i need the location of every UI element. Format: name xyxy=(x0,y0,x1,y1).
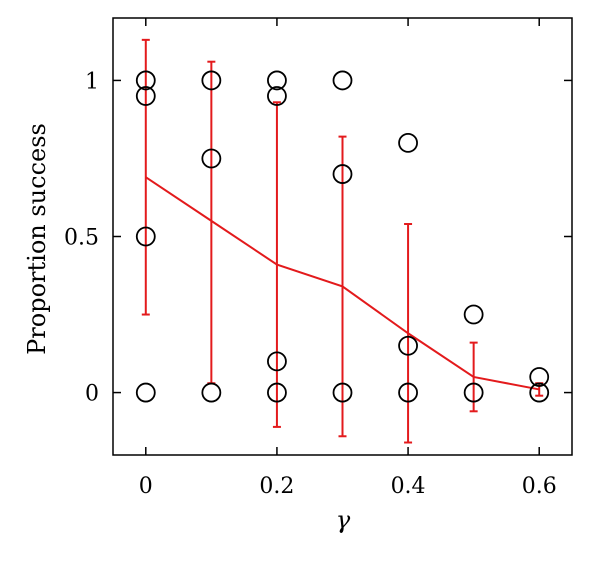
y-tick-label: 0 xyxy=(85,382,99,407)
data-point xyxy=(398,382,418,403)
data-point xyxy=(135,382,156,403)
plot-area xyxy=(135,38,550,444)
data-point xyxy=(529,367,550,387)
data-point xyxy=(267,86,287,106)
x-tick-label: 0.4 xyxy=(391,474,426,499)
axes: 0 0.2 0.4 0.6 0 0.5 1 xyxy=(64,17,573,499)
data-point xyxy=(201,70,222,91)
x-axis-label: γ xyxy=(336,506,351,534)
data-point xyxy=(463,304,484,325)
data-point xyxy=(201,148,222,169)
x-tick-label: 0.2 xyxy=(259,474,294,499)
data-point xyxy=(398,335,418,356)
data-point xyxy=(135,86,156,106)
y-tick-label: 0.5 xyxy=(64,226,99,251)
data-point xyxy=(267,382,287,403)
x-tick-label: 0.6 xyxy=(522,474,557,499)
data-point xyxy=(267,70,287,91)
data-point xyxy=(332,164,353,184)
data-point xyxy=(201,382,222,403)
data-point xyxy=(135,226,156,247)
data-point xyxy=(463,382,484,403)
data-point xyxy=(332,70,353,91)
x-tick-label: 0 xyxy=(139,474,153,499)
data-point xyxy=(332,382,353,403)
data-point xyxy=(135,70,156,91)
y-tick-label: 1 xyxy=(85,69,99,94)
data-point xyxy=(529,382,550,403)
y-axis-label: Proportion success xyxy=(23,123,51,355)
data-point xyxy=(398,132,418,153)
data-point xyxy=(267,351,287,372)
